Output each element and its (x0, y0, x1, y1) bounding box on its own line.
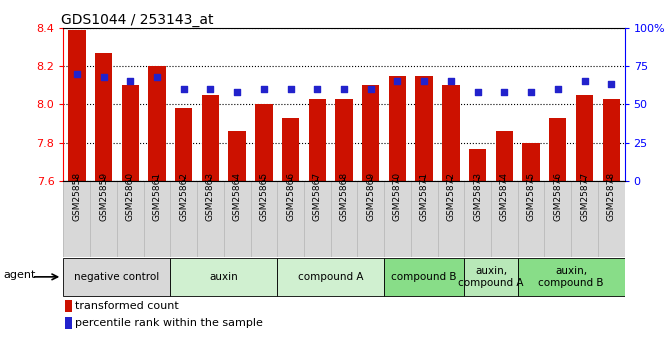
Point (365, 86, 376, 92)
Bar (228, 131, 246, 181)
Bar (175, 108, 192, 181)
Point (152, 74, 162, 79)
Text: auxin: auxin (209, 272, 238, 282)
Point (71, 71, 82, 77)
Text: agent: agent (3, 270, 35, 280)
FancyBboxPatch shape (518, 258, 625, 296)
Point (259, 86, 269, 92)
Point (339, 86, 349, 92)
Text: percentile rank within the sample: percentile rank within the sample (75, 318, 263, 328)
Bar (65, 317, 72, 329)
Text: negative control: negative control (74, 272, 160, 282)
Text: GDS1044 / 253143_at: GDS1044 / 253143_at (61, 12, 213, 27)
Bar (496, 131, 513, 181)
Bar (335, 99, 353, 181)
Point (392, 79, 403, 84)
Point (419, 79, 430, 84)
Text: auxin,
compound A: auxin, compound A (458, 266, 524, 288)
Point (552, 86, 563, 92)
Bar (389, 76, 406, 181)
Bar (415, 76, 433, 181)
Point (125, 79, 136, 84)
Bar (603, 99, 620, 181)
Point (285, 86, 296, 92)
Bar (65, 300, 72, 312)
Point (205, 86, 216, 92)
Bar (442, 85, 460, 181)
Point (446, 79, 456, 84)
Point (178, 86, 189, 92)
Point (526, 89, 536, 95)
Point (232, 89, 242, 95)
Point (579, 79, 590, 84)
FancyBboxPatch shape (63, 258, 170, 296)
Bar (549, 118, 566, 181)
Point (472, 89, 483, 95)
Point (606, 82, 617, 87)
FancyBboxPatch shape (170, 258, 277, 296)
Bar (282, 118, 299, 181)
Bar (95, 52, 112, 181)
Bar (522, 143, 540, 181)
FancyBboxPatch shape (464, 258, 518, 296)
Text: compound A: compound A (298, 272, 363, 282)
Bar (68, 30, 86, 181)
Bar (309, 99, 326, 181)
Bar (576, 95, 593, 181)
Point (499, 89, 510, 95)
FancyBboxPatch shape (277, 258, 384, 296)
Bar (362, 85, 379, 181)
Bar (122, 85, 139, 181)
Text: auxin,
compound B: auxin, compound B (538, 266, 604, 288)
FancyBboxPatch shape (384, 258, 464, 296)
Bar (202, 95, 219, 181)
Bar (469, 148, 486, 181)
Text: compound B: compound B (391, 272, 457, 282)
Point (98, 74, 109, 79)
Point (312, 86, 323, 92)
Text: transformed count: transformed count (75, 301, 179, 311)
Bar (148, 66, 166, 181)
Bar (255, 104, 273, 181)
